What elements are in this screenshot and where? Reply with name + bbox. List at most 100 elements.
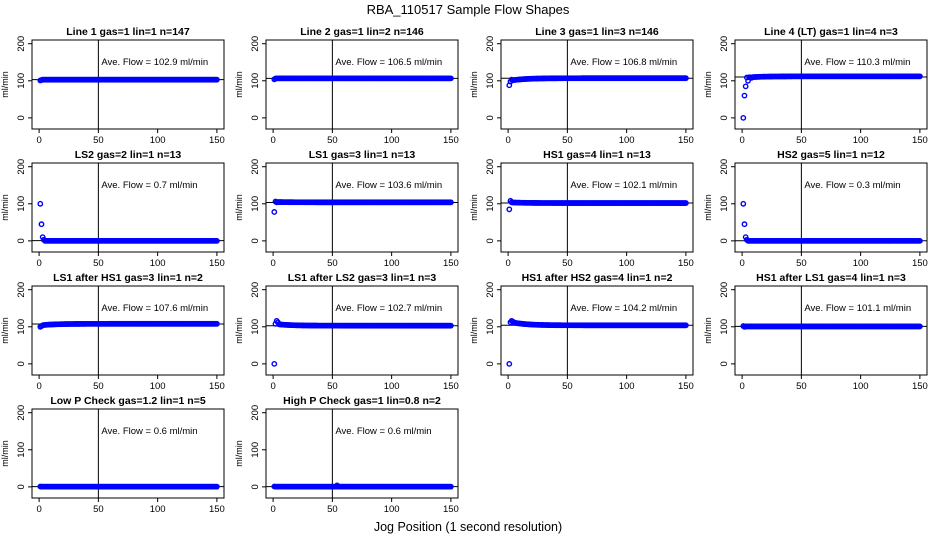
panel-title: LS1 after HS1 gas=3 lin=1 n=2: [53, 272, 203, 284]
average-flow-annotation: Ave. Flow = 0.7 ml/min: [101, 180, 197, 191]
y-tick-label: 200: [719, 282, 730, 298]
panel-title: HS1 after LS1 gas=4 lin=1 n=3: [756, 272, 906, 284]
data-point: [447, 483, 454, 490]
average-flow-annotation: Ave. Flow = 101.1 ml/min: [804, 303, 911, 314]
panel-title: Low P Check gas=1.2 lin=1 n=5: [50, 395, 205, 407]
panel-12: HS1 after LS1 gas=4 lin=1 n=3 0 50 100 150 0 1…: [703, 272, 928, 392]
average-flow-annotation: Ave. Flow = 106.8 ml/min: [570, 57, 677, 68]
plot-frame: [265, 408, 459, 499]
x-tick-label: 100: [384, 381, 400, 392]
x-tick-label: 150: [443, 504, 459, 515]
x-tick-label: 0: [270, 258, 275, 269]
y-axis-label: ml/min: [234, 317, 244, 344]
y-tick-label: 100: [16, 196, 27, 212]
x-tick-label: 0: [739, 381, 744, 392]
y-tick-label: 200: [250, 36, 261, 52]
x-tick-label: 0: [505, 258, 510, 269]
x-tick-label: 100: [853, 381, 869, 392]
plot-frame: [31, 285, 225, 376]
x-tick-label: 150: [912, 381, 928, 392]
plot-frame: [31, 408, 225, 499]
x-tick-label: 50: [562, 258, 573, 269]
y-axis-label: ml/min: [469, 194, 479, 221]
panel-title: LS1 after LS2 gas=3 lin=1 n=3: [288, 272, 437, 284]
data-point: [740, 200, 747, 207]
x-tick-label: 0: [270, 135, 275, 146]
data-points: [506, 197, 689, 213]
y-tick-label: 100: [16, 319, 27, 335]
data-point: [741, 92, 748, 99]
panel-4: Line 4 (LT) gas=1 lin=4 n=3 0 50 100 150 0 100…: [703, 26, 928, 146]
y-tick-label: 100: [485, 73, 496, 89]
x-tick-label: 100: [150, 504, 166, 515]
panel-title: HS2 gas=5 lin=1 n=12: [777, 149, 885, 161]
x-tick-label: 0: [270, 504, 275, 515]
data-points: [271, 482, 454, 490]
x-tick-label: 150: [209, 258, 225, 269]
x-tick-label: 0: [505, 381, 510, 392]
data-points: [740, 323, 923, 330]
data-point: [506, 206, 513, 213]
data-point: [916, 323, 923, 330]
x-tick-label: 50: [796, 135, 807, 146]
data-point: [741, 221, 748, 228]
x-tick-label: 50: [93, 381, 104, 392]
y-tick-label: 100: [250, 442, 261, 458]
data-point: [742, 83, 749, 90]
data-point: [213, 237, 220, 244]
y-tick-label: 0: [719, 115, 730, 120]
x-tick-label: 50: [327, 504, 338, 515]
y-tick-label: 100: [485, 319, 496, 335]
y-tick-label: 200: [485, 282, 496, 298]
panel-title: LS2 gas=2 lin=1 n=13: [75, 149, 182, 161]
y-axis-label: ml/min: [703, 317, 713, 344]
data-points: [37, 320, 220, 330]
panel-9: LS1 after HS1 gas=3 lin=1 n=2 0 50 100 150 0 1…: [0, 272, 225, 392]
x-tick-label: 50: [327, 381, 338, 392]
y-tick-label: 200: [485, 36, 496, 52]
plot-frame: [500, 285, 694, 376]
x-tick-label: 100: [384, 258, 400, 269]
panel-title: Line 3 gas=1 lin=3 n=146: [535, 26, 659, 38]
x-tick-label: 100: [853, 135, 869, 146]
data-points: [37, 483, 220, 490]
y-tick-label: 0: [250, 484, 261, 489]
average-flow-annotation: Ave. Flow = 102.9 ml/min: [101, 57, 208, 68]
data-point: [447, 199, 454, 206]
y-axis-label: ml/min: [469, 71, 479, 98]
y-tick-label: 0: [485, 238, 496, 243]
average-flow-annotation: Ave. Flow = 106.5 ml/min: [335, 57, 442, 68]
y-tick-label: 200: [485, 159, 496, 175]
data-point: [916, 73, 923, 80]
panel-11: HS1 after HS2 gas=4 lin=1 n=2 0 50 100 150 0 1…: [469, 272, 694, 392]
average-flow-annotation: Ave. Flow = 102.1 ml/min: [570, 180, 677, 191]
x-tick-label: 50: [796, 381, 807, 392]
plot-frame: [31, 39, 225, 130]
data-points: [271, 198, 454, 215]
data-point: [271, 209, 278, 215]
average-flow-annotation: Ave. Flow = 107.6 ml/min: [101, 303, 208, 314]
data-point: [447, 322, 454, 329]
x-tick-label: 150: [678, 258, 694, 269]
y-tick-label: 100: [250, 319, 261, 335]
average-flow-annotation: Ave. Flow = 103.6 ml/min: [335, 180, 442, 191]
x-tick-label: 0: [36, 135, 41, 146]
y-tick-label: 100: [719, 73, 730, 89]
average-flow-annotation: Ave. Flow = 104.2 ml/min: [570, 303, 677, 314]
x-tick-label: 100: [384, 504, 400, 515]
x-tick-label: 150: [443, 381, 459, 392]
panel-title: HS1 after HS2 gas=4 lin=1 n=2: [522, 272, 673, 284]
data-point: [682, 75, 689, 82]
y-axis-label: ml/min: [234, 194, 244, 221]
y-tick-label: 200: [719, 36, 730, 52]
x-tick-label: 0: [505, 135, 510, 146]
x-tick-label: 0: [36, 504, 41, 515]
y-axis-label: ml/min: [0, 317, 10, 344]
x-tick-label: 150: [443, 258, 459, 269]
y-tick-label: 200: [250, 282, 261, 298]
x-tick-label: 150: [209, 381, 225, 392]
plot-frame: [500, 39, 694, 130]
x-tick-label: 100: [853, 258, 869, 269]
average-flow-annotation: Ave. Flow = 110.3 ml/min: [804, 57, 910, 68]
y-tick-label: 200: [250, 405, 261, 421]
